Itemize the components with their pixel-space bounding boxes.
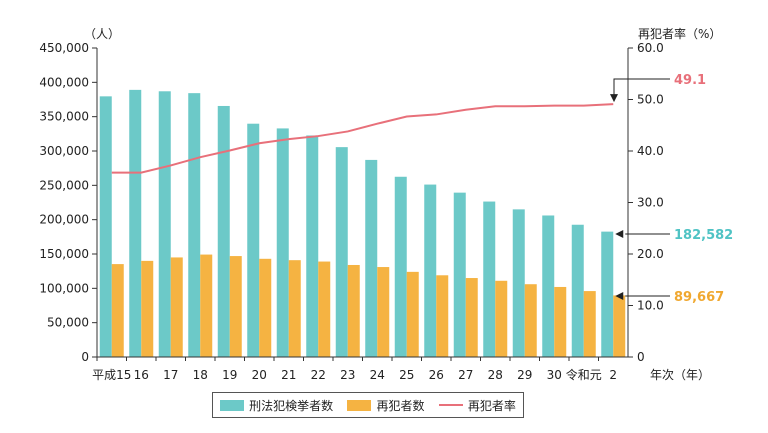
y-right-tick-label: 60.0 bbox=[637, 41, 664, 55]
x-tick-label: 24 bbox=[370, 368, 385, 382]
bar-reoffenders bbox=[495, 280, 508, 357]
y-left-tick-label: 300,000 bbox=[39, 144, 89, 158]
bar-reoffenders bbox=[288, 260, 301, 357]
bar-reoffenders bbox=[347, 264, 360, 357]
y-left-unit: （人） bbox=[84, 27, 120, 41]
bar-arrests bbox=[571, 224, 584, 357]
callout-arrow bbox=[615, 292, 624, 300]
bar-arrests bbox=[542, 215, 555, 357]
y-right-tick-label: 40.0 bbox=[637, 144, 664, 158]
legend-swatch-reoffenders bbox=[347, 399, 372, 411]
y-left-tick-label: 400,000 bbox=[39, 75, 89, 89]
legend-item-reoffenders: 再犯者数 bbox=[347, 397, 425, 414]
bar-arrests bbox=[424, 184, 437, 357]
legend-label-arrests: 刑法犯検挙者数 bbox=[249, 398, 334, 413]
bar-arrests bbox=[188, 93, 201, 358]
legend: 刑法犯検挙者数 再犯者数 再犯者率 bbox=[212, 392, 524, 418]
legend-item-arrests: 刑法犯検挙者数 bbox=[220, 397, 333, 414]
bar-reoffenders bbox=[318, 261, 331, 357]
bar-arrests bbox=[276, 128, 289, 357]
bar-arrests bbox=[394, 176, 407, 357]
y-left-tick-label: 450,000 bbox=[39, 41, 89, 55]
y-right-tick-label: 50.0 bbox=[637, 93, 664, 107]
bar-group bbox=[99, 89, 626, 358]
bar-reoffenders bbox=[583, 291, 596, 357]
bar-arrests bbox=[483, 201, 496, 357]
bar-arrests bbox=[158, 91, 171, 358]
bar-reoffenders bbox=[141, 260, 154, 357]
callout-arrow bbox=[610, 94, 618, 103]
bar-reoffenders bbox=[613, 295, 626, 357]
axes: 0 50,000 100,000 150,000 200,000 250,000 300,0… bbox=[39, 41, 663, 382]
bar-arrests bbox=[335, 147, 348, 357]
x-tick-label: 28 bbox=[488, 368, 503, 382]
legend-label-reoffenders: 再犯者数 bbox=[376, 398, 425, 413]
bar-reoffenders bbox=[111, 264, 124, 357]
legend-label-rate: 再犯者率 bbox=[467, 398, 516, 413]
x-tick-label: 27 bbox=[458, 368, 473, 382]
y-left-tick-label: 100,000 bbox=[39, 281, 89, 295]
bar-reoffenders bbox=[259, 258, 272, 357]
x-tick-label: 19 bbox=[222, 368, 237, 382]
y-right-unit: 再犯者率（%） bbox=[638, 26, 721, 41]
legend-swatch-rate bbox=[438, 404, 463, 406]
bar-reoffenders bbox=[377, 267, 390, 357]
x-tick-label: 25 bbox=[399, 368, 414, 382]
y-right-tick-label: 10.0 bbox=[637, 299, 664, 313]
bar-reoffenders bbox=[406, 271, 419, 357]
annotations: 49.1 182,582 89,667 bbox=[610, 73, 733, 305]
line-reoffense-rate bbox=[111, 103, 614, 174]
bar-arrests bbox=[129, 89, 142, 357]
bar-reoffenders bbox=[229, 256, 242, 357]
bar-arrests bbox=[247, 123, 260, 357]
x-tick-label: 2 bbox=[609, 368, 617, 382]
callout-line bbox=[613, 78, 670, 99]
y-left-tick-label: 350,000 bbox=[39, 110, 89, 124]
bar-arrests bbox=[306, 135, 319, 357]
x-tick-label: 26 bbox=[429, 368, 444, 382]
line-group bbox=[111, 103, 614, 174]
bar-arrests bbox=[217, 105, 230, 357]
bar-arrests bbox=[512, 209, 525, 357]
x-tick-label: 20 bbox=[252, 368, 267, 382]
x-tick-label: 30 bbox=[547, 368, 562, 382]
callout-label: 49.1 bbox=[674, 73, 706, 88]
legend-swatch-arrests bbox=[220, 399, 245, 411]
y-right-tick-label: 0 bbox=[637, 350, 645, 364]
x-tick-label: 17 bbox=[163, 368, 178, 382]
x-tick-label: 16 bbox=[134, 368, 149, 382]
bar-arrests bbox=[601, 231, 614, 357]
bar-arrests bbox=[453, 192, 466, 357]
x-tick-label: 22 bbox=[311, 368, 326, 382]
legend-item-rate: 再犯者率 bbox=[438, 397, 516, 414]
y-left-tick-label: 0 bbox=[81, 350, 89, 364]
bar-reoffenders bbox=[524, 284, 537, 357]
x-tick-label: 29 bbox=[517, 368, 532, 382]
y-left-tick-label: 50,000 bbox=[47, 316, 89, 330]
bar-arrests bbox=[365, 159, 378, 357]
y-left-tick-label: 250,000 bbox=[39, 178, 89, 192]
callout-arrow bbox=[615, 230, 624, 238]
x-tick-label: 令和元 bbox=[566, 367, 602, 382]
callout-label: 89,667 bbox=[674, 290, 724, 305]
bar-reoffenders bbox=[436, 275, 449, 357]
x-tick-label: 21 bbox=[281, 368, 296, 382]
x-tick-label: 23 bbox=[340, 368, 355, 382]
y-right-tick-label: 30.0 bbox=[637, 196, 664, 210]
bar-reoffenders bbox=[554, 286, 567, 357]
x-tick-label: 18 bbox=[193, 368, 208, 382]
y-left-tick-label: 200,000 bbox=[39, 213, 89, 227]
x-tick-label: 平成15 bbox=[92, 368, 131, 382]
bar-reoffenders bbox=[465, 278, 478, 357]
bar-reoffenders bbox=[170, 257, 183, 357]
callout-label: 182,582 bbox=[674, 228, 733, 243]
y-right-tick-label: 20.0 bbox=[637, 247, 664, 261]
x-unit: 年次（年） bbox=[650, 368, 710, 382]
bar-reoffenders bbox=[200, 254, 213, 357]
bar-arrests bbox=[99, 96, 112, 357]
y-left-tick-label: 150,000 bbox=[39, 247, 89, 261]
